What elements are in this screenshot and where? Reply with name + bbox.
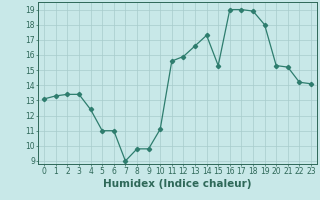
X-axis label: Humidex (Indice chaleur): Humidex (Indice chaleur) [103, 179, 252, 189]
